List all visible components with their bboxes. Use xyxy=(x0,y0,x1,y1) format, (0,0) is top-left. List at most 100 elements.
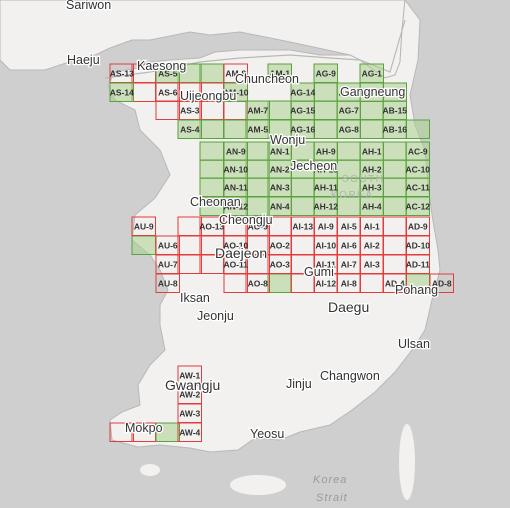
grid-cell[interactable] xyxy=(245,216,270,236)
grid-cell-unlabelled[interactable] xyxy=(290,196,315,216)
grid-cell-label: AI-1 xyxy=(364,221,380,231)
grid-cell[interactable] xyxy=(199,216,224,236)
city-label-gwangju: Gwangju xyxy=(165,377,220,393)
grid-cell-unlabelled[interactable] xyxy=(199,141,224,161)
grid-cell-unlabelled[interactable] xyxy=(109,422,134,442)
grid-cell[interactable] xyxy=(245,273,270,293)
grid-cell-label: AS-6 xyxy=(158,87,178,97)
sea-label-line-1: Korea xyxy=(313,474,347,486)
city-label-daejeon: Daejeon xyxy=(215,245,267,261)
grid-cell-label: AS-14 xyxy=(110,87,134,97)
grid-cell-label: AC-9 xyxy=(408,146,428,156)
country-label-line-2: KOREA xyxy=(331,190,374,201)
grid-cell[interactable] xyxy=(177,422,202,442)
city-label-kaesong: Kaesong xyxy=(137,59,186,73)
grid-cell-label: AG-8 xyxy=(339,124,360,134)
grid-cell[interactable] xyxy=(155,82,180,102)
grid-cell-label: AO-8 xyxy=(248,278,269,288)
grid-cell-label: AG-9 xyxy=(316,68,337,78)
grid-cell-unlabelled[interactable] xyxy=(223,119,248,139)
grid-cell-label: AW-1 xyxy=(179,370,200,380)
city-label-gangneung: Gangneung xyxy=(340,85,405,99)
city-label-gumi: Gumi xyxy=(304,265,334,279)
grid-cell-label: AN-9 xyxy=(226,146,246,156)
grid-cell-label: AN-3 xyxy=(270,182,290,192)
grid-cell-label: AN-1 xyxy=(270,146,290,156)
grid-cell-label: AM-7 xyxy=(247,105,268,115)
grid-cell-label: AI-6 xyxy=(341,240,357,250)
city-label-changwon: Changwon xyxy=(320,369,380,383)
grid-cell-unlabelled[interactable] xyxy=(245,141,270,161)
grid-cell-label: AI-3 xyxy=(364,259,380,269)
grid-cell[interactable] xyxy=(313,63,338,83)
country-label-line-1: SOUTH xyxy=(342,174,385,185)
grid-cell-unlabelled[interactable] xyxy=(313,82,338,102)
grid-cell-unlabelled[interactable] xyxy=(199,159,224,179)
grid-cell[interactable] xyxy=(429,273,454,293)
grid-cell[interactable] xyxy=(267,196,292,216)
grid-cell-label: AH-4 xyxy=(362,201,382,211)
grid-cell-label: AM-1 xyxy=(269,68,290,78)
grid-cell-unlabelled[interactable] xyxy=(313,119,338,139)
grid-cell[interactable] xyxy=(177,119,202,139)
grid-cell-label: AW-4 xyxy=(179,427,200,437)
grid-cell-unlabelled[interactable] xyxy=(359,119,384,139)
grid-cell-label: AU-7 xyxy=(158,259,178,269)
grid-cell-unlabelled[interactable] xyxy=(382,159,407,179)
grid-cell[interactable] xyxy=(223,254,248,274)
grid-cell[interactable] xyxy=(313,196,338,216)
grid-cell-label: AI-2 xyxy=(364,240,380,250)
grid-cell[interactable] xyxy=(223,196,248,216)
city-label-cheongju: Cheongju xyxy=(219,213,273,227)
grid-cell-unlabelled[interactable] xyxy=(382,196,407,216)
grid-cell-unlabelled[interactable] xyxy=(336,141,361,161)
grid-cell[interactable] xyxy=(336,273,361,293)
grid-cell-unlabelled[interactable] xyxy=(313,100,338,120)
grid-cell-unlabelled[interactable] xyxy=(245,159,270,179)
grid-cell-label: AO-9 xyxy=(248,221,269,231)
city-label-ulsan: Ulsan xyxy=(398,337,430,351)
grid-cell[interactable] xyxy=(155,273,180,293)
grid-cell-label: AI-7 xyxy=(341,259,357,269)
grid-cell-label: AH-10 xyxy=(313,164,338,174)
grid-cell[interactable] xyxy=(382,273,407,293)
grid-cell-unlabelled[interactable] xyxy=(382,177,407,197)
grid-cell[interactable] xyxy=(359,196,384,216)
grid-cell-unlabelled[interactable] xyxy=(199,177,224,197)
grid-cell-label: AI-8 xyxy=(341,278,357,288)
grid-cell-label: AD-9 xyxy=(408,221,428,231)
grid-cell-label: AG-2 xyxy=(362,87,383,97)
grid-cell-unlabelled[interactable] xyxy=(359,100,384,120)
grid-cell[interactable] xyxy=(245,119,270,139)
grid-cell[interactable] xyxy=(290,119,315,139)
grid-cell-unlabelled[interactable] xyxy=(245,177,270,197)
city-label-uijeongbu: Uijeongbu xyxy=(180,89,236,103)
grid-cell[interactable] xyxy=(131,216,156,236)
grid-cell[interactable] xyxy=(359,254,384,274)
grid-cell-unlabelled[interactable] xyxy=(267,100,292,120)
grid-cell-unlabelled[interactable] xyxy=(177,254,202,274)
grid-cell[interactable] xyxy=(223,82,248,102)
grid-cell[interactable] xyxy=(405,196,430,216)
grid-cell[interactable] xyxy=(267,254,292,274)
grid-cell-unlabelled[interactable] xyxy=(290,177,315,197)
grid-cell-unlabelled[interactable] xyxy=(382,141,407,161)
grid-cell-unlabelled[interactable] xyxy=(155,422,180,442)
grid-cell[interactable] xyxy=(109,82,134,102)
grid-cell[interactable] xyxy=(405,254,430,274)
grid-cell-unlabelled[interactable] xyxy=(405,119,430,139)
island-southwest xyxy=(140,464,160,476)
grid-cell-unlabelled[interactable] xyxy=(199,119,224,139)
city-label-chuncheon: Chuncheon xyxy=(235,72,299,86)
grid-cell-label: AM-10 xyxy=(223,87,249,97)
grid-cell[interactable] xyxy=(267,63,292,83)
grid-cell[interactable] xyxy=(359,82,384,102)
grid-cell[interactable] xyxy=(382,119,407,139)
grid-cell-unlabelled[interactable] xyxy=(131,235,156,255)
grid-cell-unlabelled[interactable] xyxy=(199,63,224,83)
grid-cell[interactable] xyxy=(336,119,361,139)
grid-cell-unlabelled[interactable] xyxy=(267,273,292,293)
island-tsushima xyxy=(399,424,415,500)
